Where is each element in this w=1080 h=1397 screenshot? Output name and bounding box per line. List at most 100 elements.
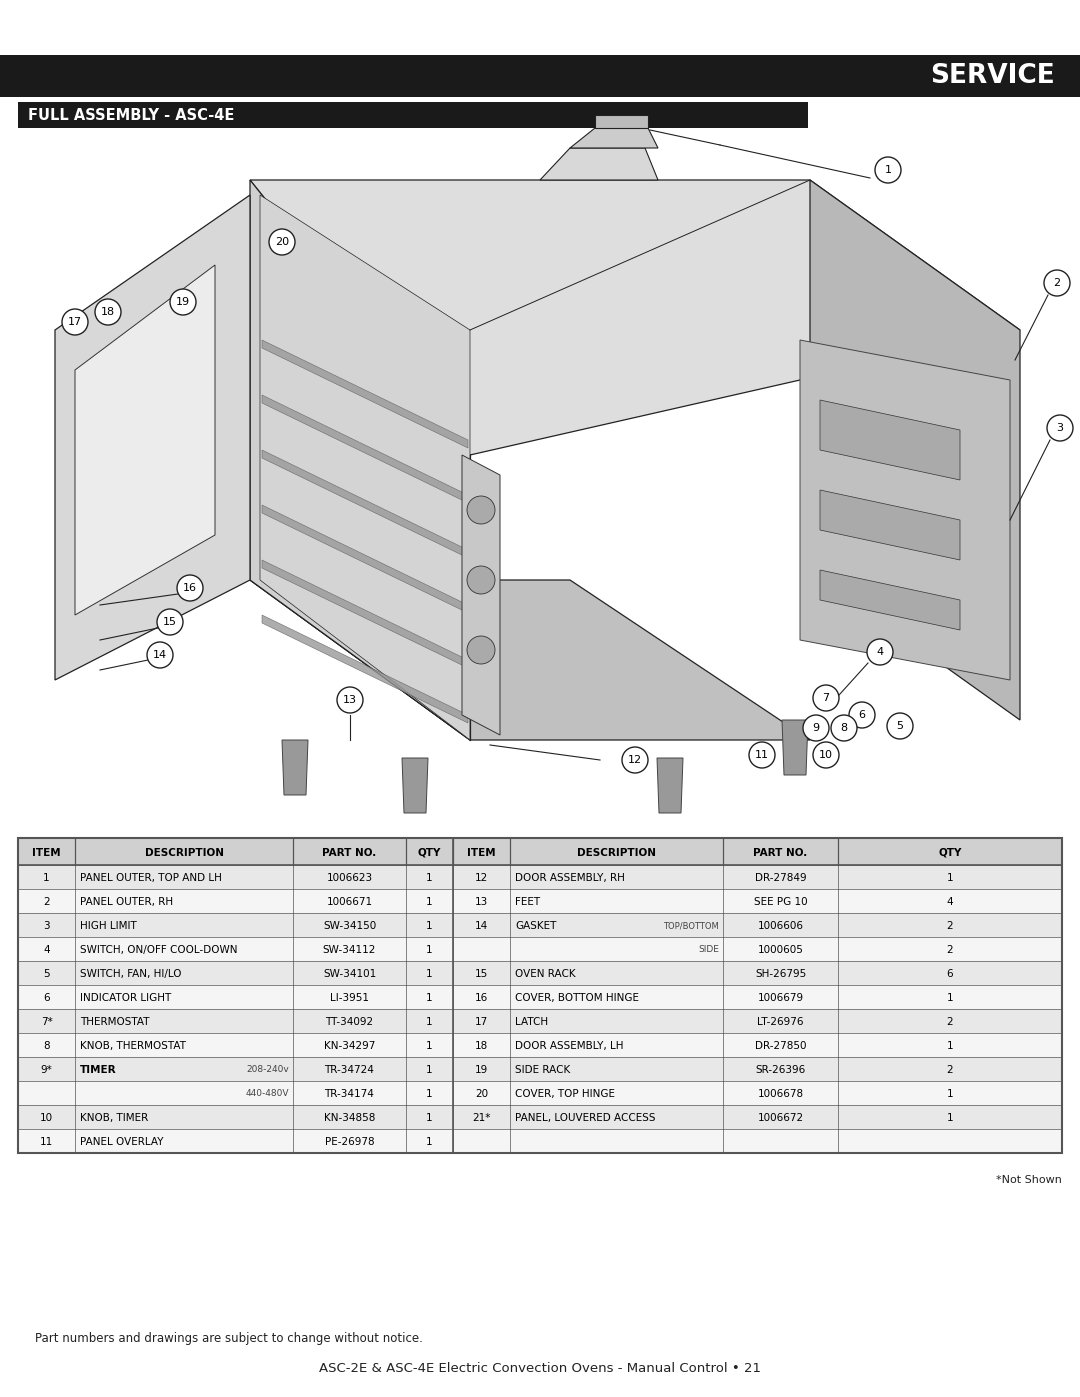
Circle shape [813, 685, 839, 711]
Text: 19: 19 [475, 1065, 488, 1076]
Text: 1: 1 [947, 1041, 954, 1051]
Bar [18, 961, 453, 985]
Text: DESCRIPTION: DESCRIPTION [577, 848, 656, 858]
Circle shape [804, 715, 829, 740]
Polygon shape [282, 740, 308, 795]
Text: 2: 2 [947, 1017, 954, 1027]
Circle shape [867, 638, 893, 665]
Text: LT-26976: LT-26976 [757, 1017, 804, 1027]
Text: 1: 1 [427, 1137, 433, 1147]
Text: SWITCH, FAN, HI/LO: SWITCH, FAN, HI/LO [80, 970, 181, 979]
Polygon shape [262, 339, 468, 448]
Text: 1006678: 1006678 [757, 1090, 804, 1099]
Bar [18, 102, 808, 129]
Text: 17: 17 [68, 317, 82, 327]
Text: SWITCH, ON/OFF COOL-DOWN: SWITCH, ON/OFF COOL-DOWN [80, 944, 238, 956]
Bar [453, 937, 1062, 961]
Polygon shape [262, 560, 468, 668]
Text: 1: 1 [43, 873, 50, 883]
Text: KN-34858: KN-34858 [324, 1113, 375, 1123]
Text: THERMOSTAT: THERMOSTAT [80, 1017, 149, 1027]
Text: 11: 11 [755, 750, 769, 760]
Text: 1: 1 [427, 1041, 433, 1051]
Text: SR-26396: SR-26396 [755, 1065, 806, 1076]
Text: SIDE: SIDE [698, 946, 719, 954]
Polygon shape [820, 490, 960, 560]
Text: LI-3951: LI-3951 [330, 993, 369, 1003]
Text: 1006679: 1006679 [757, 993, 804, 1003]
Text: 18: 18 [475, 1041, 488, 1051]
Text: 1006606: 1006606 [757, 921, 804, 930]
Text: SERVICE: SERVICE [930, 63, 1055, 89]
Circle shape [1047, 415, 1074, 441]
Text: KN-34297: KN-34297 [324, 1041, 375, 1051]
Text: 1: 1 [947, 1113, 954, 1123]
Circle shape [157, 609, 183, 636]
Text: 12: 12 [627, 754, 643, 766]
Text: PART NO.: PART NO. [754, 848, 808, 858]
Text: 17: 17 [475, 1017, 488, 1027]
Text: 2: 2 [43, 897, 50, 907]
Text: 1: 1 [427, 873, 433, 883]
Circle shape [849, 703, 875, 728]
Text: 4: 4 [947, 897, 954, 907]
Circle shape [337, 687, 363, 712]
Text: DR-27849: DR-27849 [755, 873, 807, 883]
Text: KNOB, THERMOSTAT: KNOB, THERMOSTAT [80, 1041, 186, 1051]
Text: 1: 1 [427, 944, 433, 956]
Text: TR-34174: TR-34174 [325, 1090, 375, 1099]
Text: 19: 19 [176, 298, 190, 307]
Text: 18: 18 [100, 307, 116, 317]
Bar [453, 1032, 1062, 1058]
Text: LATCH: LATCH [515, 1017, 549, 1027]
Text: SW-34112: SW-34112 [323, 944, 376, 956]
Bar [453, 1058, 1062, 1081]
Text: PANEL OUTER, RH: PANEL OUTER, RH [80, 897, 173, 907]
Polygon shape [462, 455, 500, 735]
Text: DESCRIPTION: DESCRIPTION [145, 848, 224, 858]
Polygon shape [657, 759, 683, 813]
Bar [18, 1009, 453, 1032]
Polygon shape [595, 115, 648, 129]
Bar [453, 865, 1062, 888]
Text: 15: 15 [163, 617, 177, 627]
Polygon shape [820, 570, 960, 630]
Text: 15: 15 [475, 970, 488, 979]
Text: 1: 1 [885, 165, 891, 175]
Text: TT-34092: TT-34092 [325, 1017, 374, 1027]
Circle shape [467, 566, 495, 594]
Text: 9: 9 [812, 724, 820, 733]
Circle shape [147, 643, 173, 668]
Text: HIGH LIMIT: HIGH LIMIT [80, 921, 137, 930]
Text: 10: 10 [819, 750, 833, 760]
Polygon shape [249, 580, 810, 740]
Text: 1: 1 [427, 897, 433, 907]
Text: QTY: QTY [939, 848, 961, 858]
Text: 20: 20 [275, 237, 289, 247]
Text: TOP/BOTTOM: TOP/BOTTOM [663, 922, 719, 930]
Polygon shape [402, 759, 428, 813]
Text: 6: 6 [859, 710, 865, 719]
Bar [18, 985, 453, 1009]
Text: KNOB, TIMER: KNOB, TIMER [80, 1113, 148, 1123]
Text: 13: 13 [343, 694, 357, 705]
Text: 2: 2 [947, 921, 954, 930]
Text: SW-34101: SW-34101 [323, 970, 376, 979]
Bar [453, 1009, 1062, 1032]
Bar [453, 961, 1062, 985]
Text: SIDE RACK: SIDE RACK [515, 1065, 570, 1076]
Bar [453, 914, 1062, 937]
Text: 5: 5 [896, 721, 904, 731]
Polygon shape [262, 615, 468, 724]
Text: 1: 1 [427, 970, 433, 979]
Text: *Not Shown: *Not Shown [996, 1175, 1062, 1185]
Text: DOOR ASSEMBLY, RH: DOOR ASSEMBLY, RH [515, 873, 625, 883]
Text: INDICATOR LIGHT: INDICATOR LIGHT [80, 993, 172, 1003]
Bar [18, 937, 453, 961]
Polygon shape [570, 129, 658, 148]
Circle shape [269, 229, 295, 256]
Text: 208-240v: 208-240v [246, 1066, 289, 1074]
Bar [18, 888, 453, 914]
Text: COVER, BOTTOM HINGE: COVER, BOTTOM HINGE [515, 993, 639, 1003]
Circle shape [177, 576, 203, 601]
